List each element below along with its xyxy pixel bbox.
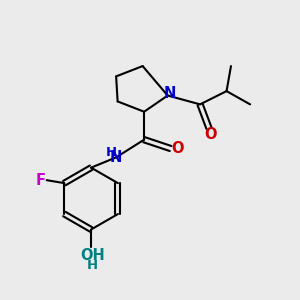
Text: O: O: [171, 141, 183, 156]
Text: O: O: [204, 127, 217, 142]
Text: N: N: [164, 86, 176, 101]
Text: H: H: [87, 259, 98, 272]
Text: F: F: [35, 173, 45, 188]
Text: H: H: [105, 146, 116, 159]
Text: N: N: [110, 150, 122, 165]
Text: OH: OH: [80, 248, 105, 263]
